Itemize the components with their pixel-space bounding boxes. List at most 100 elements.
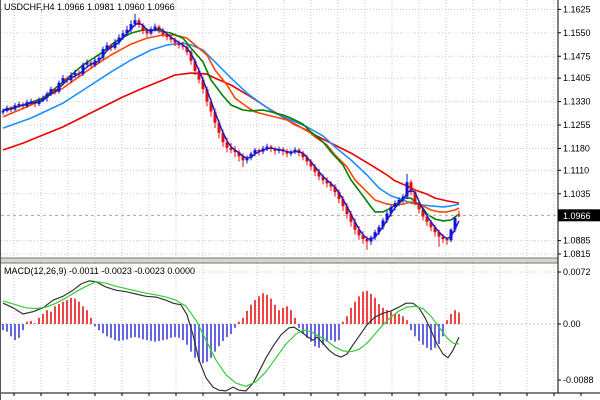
macd-axis-label: 0.00 (563, 319, 581, 329)
candle-body (309, 161, 313, 167)
candle-body (41, 97, 45, 100)
price-axis-label: 1.1475 (563, 51, 591, 61)
macd-indicator-label: MACD(12,26,9) -0.0011 -0.0023 -0.0023 0.… (4, 266, 195, 276)
candle-body (293, 149, 297, 152)
candle-body (361, 235, 365, 240)
price-axis-label: 1.1330 (563, 97, 591, 107)
candle-body (373, 232, 377, 238)
candle-body (169, 37, 173, 40)
bid-price-box (558, 209, 600, 222)
candle-body (333, 186, 337, 193)
candle-body (417, 202, 421, 210)
candle-body (457, 215, 461, 217)
candle-body (177, 42, 181, 46)
candle-body (221, 132, 225, 143)
candle-body (401, 196, 405, 200)
candle-body (425, 216, 429, 222)
price-axis-label: 1.1180 (563, 143, 590, 153)
candle-body (121, 33, 125, 38)
candle-body (381, 220, 385, 228)
candle-body (173, 39, 177, 43)
candle-body (345, 206, 349, 215)
price-axis-label: 1.1110 (563, 165, 589, 175)
candle-body (49, 89, 53, 94)
candle-body (237, 152, 241, 157)
price-axis-label: 1.1625 (563, 4, 591, 14)
price-axis-label: 1.0815 (563, 249, 591, 259)
candle-body (205, 89, 209, 102)
candle-body (285, 151, 289, 154)
candle-body (353, 221, 357, 230)
candle-body (341, 199, 345, 207)
candle-body (413, 192, 417, 203)
candle-body (233, 150, 237, 153)
candle-body (45, 93, 49, 98)
candle-body (9, 107, 13, 110)
candle-body (265, 146, 269, 149)
candle-body (301, 153, 305, 158)
candle-body (133, 20, 137, 25)
candle-body (1, 110, 5, 113)
macd-axis-label: 0.0072 (563, 267, 591, 277)
candle-body (117, 37, 121, 43)
candle-body (97, 57, 101, 61)
candle-body (185, 46, 189, 53)
candle-body (29, 101, 33, 103)
candle-body (405, 182, 409, 197)
price-axis-label: 1.1255 (563, 120, 591, 130)
candle-body (165, 34, 169, 38)
ma-lightblue (2, 42, 460, 208)
candle-body (249, 153, 253, 158)
candle-body (453, 217, 457, 230)
candle-body (17, 104, 21, 106)
candle-body (273, 149, 277, 151)
candle-body (109, 45, 113, 48)
candle-body (253, 150, 257, 154)
candle-body (421, 209, 425, 217)
candle-body (53, 89, 57, 92)
candle-body (81, 64, 85, 75)
macd-main-line (2, 280, 460, 392)
candle-body (365, 239, 369, 242)
candle-body (377, 227, 381, 233)
candle-body (389, 207, 393, 214)
candle-body (245, 157, 249, 161)
candle-body (337, 192, 341, 200)
candle-body (181, 45, 185, 47)
ma-orange (2, 34, 460, 213)
macd-axis-label: -0.0088 (563, 375, 594, 385)
candle-body (385, 213, 389, 221)
candle-body (145, 30, 149, 34)
candle-body (73, 72, 77, 75)
candle-body (65, 78, 69, 81)
candle-body (101, 49, 105, 58)
candle-body (161, 30, 165, 35)
candle-body (357, 229, 361, 236)
panel-separator[interactable] (1, 258, 558, 263)
candle-body (437, 232, 441, 237)
price-axis-label: 1.0885 (563, 236, 591, 246)
candle-body (317, 171, 321, 177)
candle-body (125, 29, 129, 34)
candle-body (393, 203, 397, 208)
candle-body (441, 236, 445, 240)
chart-title: USDCHF,H4 1.0966 1.0981 1.0960 1.0966 (4, 2, 175, 12)
candle-body (141, 25, 145, 31)
candle-body (153, 26, 157, 30)
ma-fast-blue (2, 22, 460, 241)
bid-price-label: 1.0966 (563, 211, 591, 221)
candle-body (105, 45, 109, 50)
candle-body (257, 150, 261, 152)
candle-body (197, 70, 201, 80)
candle-body (129, 24, 133, 30)
candle-body (193, 60, 197, 71)
candle-body (241, 156, 245, 161)
price-axis-label: 1.1035 (563, 189, 591, 199)
candle-body (329, 183, 333, 187)
candle-body (209, 101, 213, 112)
candle-body (349, 214, 353, 222)
candle-body (433, 227, 437, 233)
candle-body (189, 52, 193, 61)
